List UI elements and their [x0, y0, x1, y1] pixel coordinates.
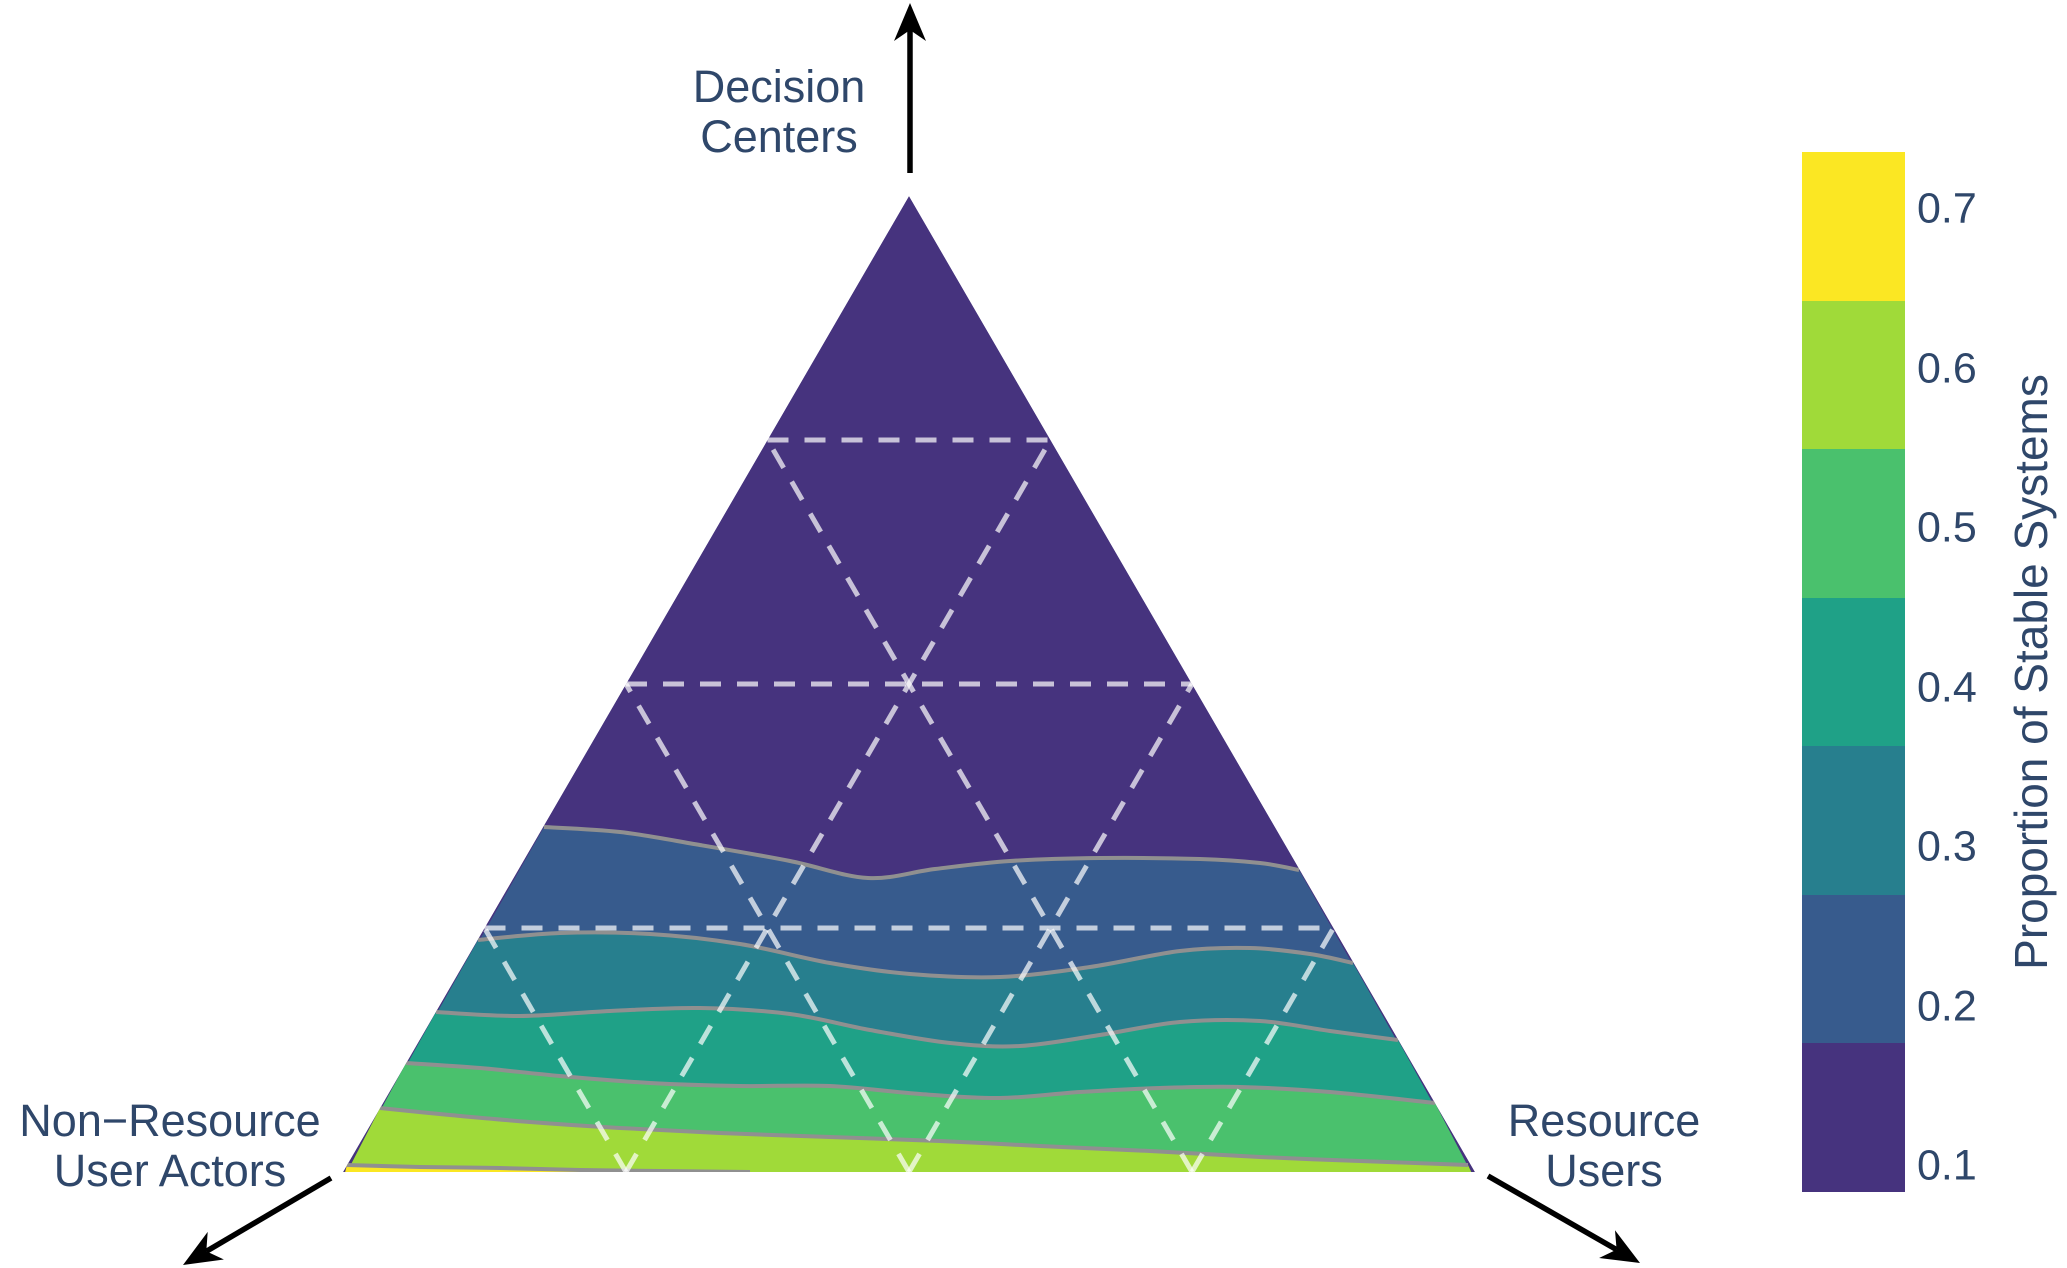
colorbar-tick-0.1: 0.1: [1917, 1141, 1977, 1190]
left-parallel-gridline-0.5: [623, 682, 912, 1174]
left-axis-label-line2: User Actors: [53, 1145, 287, 1196]
left-axis-label: Non−Resource User Actors: [19, 1096, 320, 1196]
contour-line-0.35: [435, 1005, 1399, 1049]
colorbar-title: Proportion of Stable Systems: [2005, 374, 2057, 970]
contour-band-level-0.55: [343, 1108, 1475, 1172]
right-axis-arrow-shaft: [1486, 1173, 1618, 1252]
colorbar-tick-0.2: 0.2: [1917, 982, 1977, 1031]
colorbar-segment-2: [1802, 894, 1905, 1044]
top-axis-label: Decision Centers: [693, 62, 866, 162]
right-parallel-gridline-0.75: [1189, 926, 1336, 1174]
right-parallel-gridline-0.25: [623, 438, 1053, 1174]
colorbar-segment-5: [1802, 449, 1905, 598]
right-axis-label: Resource Users: [1508, 1096, 1701, 1196]
right-axis-label-line2: Users: [1545, 1145, 1663, 1196]
contour-line-0.65: [346, 1163, 751, 1172]
contour-line-0.15: [543, 825, 1300, 881]
axis-arrows: [183, 3, 1640, 1265]
colorbar-tick-0.6: 0.6: [1917, 344, 1977, 393]
colorbar-tick-0.5: 0.5: [1917, 503, 1977, 552]
top-axis-label-line1: Decision: [692, 61, 866, 112]
colorbar-segment-6: [1802, 300, 1905, 450]
colorbar-segment-3: [1802, 746, 1905, 895]
top-axis-arrow-head: [894, 3, 926, 41]
left-parallel-gridline-0.75: [765, 438, 1195, 1174]
contour-line-0.45: [405, 1061, 1436, 1105]
ternary-grid: [482, 437, 1336, 1174]
right-axis-label-line1: Resource: [1507, 1095, 1701, 1146]
colorbar-tick-0.3: 0.3: [1917, 822, 1977, 871]
colorbar-segment-4: [1802, 597, 1905, 747]
left-parallel-gridline-0.25: [482, 926, 629, 1174]
contour-line-0.55: [379, 1106, 1469, 1167]
left-axis-arrow-shaft: [204, 1175, 333, 1254]
colorbar-segment-1: [1802, 1043, 1905, 1193]
right-axis-arrow-head: [1599, 1230, 1640, 1263]
left-axis-label-line1: Non−Resource: [19, 1095, 321, 1146]
contour-line-0.25: [477, 930, 1354, 980]
colorbar-tick-0.4: 0.4: [1917, 663, 1977, 712]
right-parallel-gridline-0.5: [906, 682, 1195, 1174]
top-axis-label-line2: Centers: [700, 111, 858, 162]
left-axis-arrow-head: [183, 1231, 224, 1265]
colorbar: [1802, 152, 1905, 1193]
colorbar-tick-0.7: 0.7: [1917, 184, 1977, 233]
colorbar-segment-7: [1802, 152, 1905, 301]
